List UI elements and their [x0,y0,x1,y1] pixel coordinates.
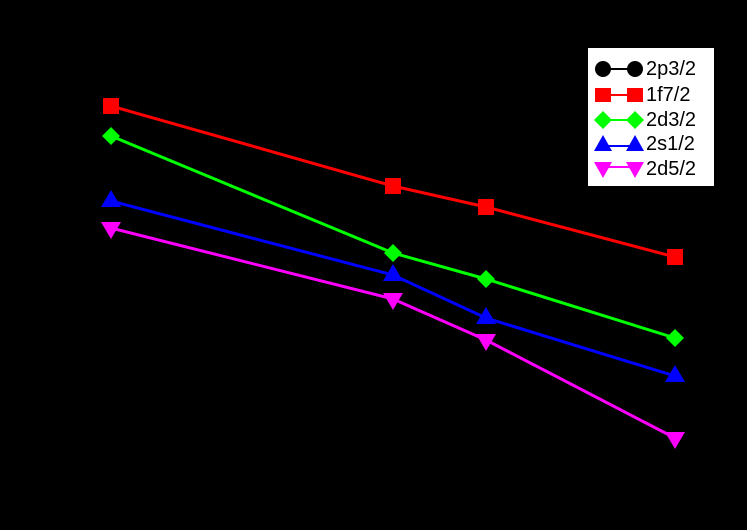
series-2d5-2 [101,222,685,449]
legend: 2p3/2 1f7/2 2d3/2 2s1/2 2d5/2 [588,48,714,186]
series-1f7-2 [103,98,683,265]
series-2s1-2 [101,190,685,382]
legend-item-1f7-2: 1f7/2 [588,82,714,108]
legend-item-2s1-2: 2s1/2 [588,131,714,157]
series-2d3-2 [102,127,684,347]
square-marker-icon [595,88,643,102]
triangle-up-marker-icon [594,135,644,151]
circle-marker-icon [595,61,643,77]
legend-item-2d5-2: 2d5/2 [588,156,714,182]
legend-item-2p3-2: 2p3/2 [588,56,714,82]
legend-label: 2p3/2 [646,58,697,80]
legend-label: 1f7/2 [646,84,691,106]
legend-label: 2s1/2 [646,133,695,155]
legend-label: 2d5/2 [646,158,697,180]
legend-item-2d3-2: 2d3/2 [588,107,714,133]
diamond-marker-icon [594,111,644,129]
legend-label: 2d3/2 [646,109,697,131]
triangle-down-marker-icon [594,162,644,178]
